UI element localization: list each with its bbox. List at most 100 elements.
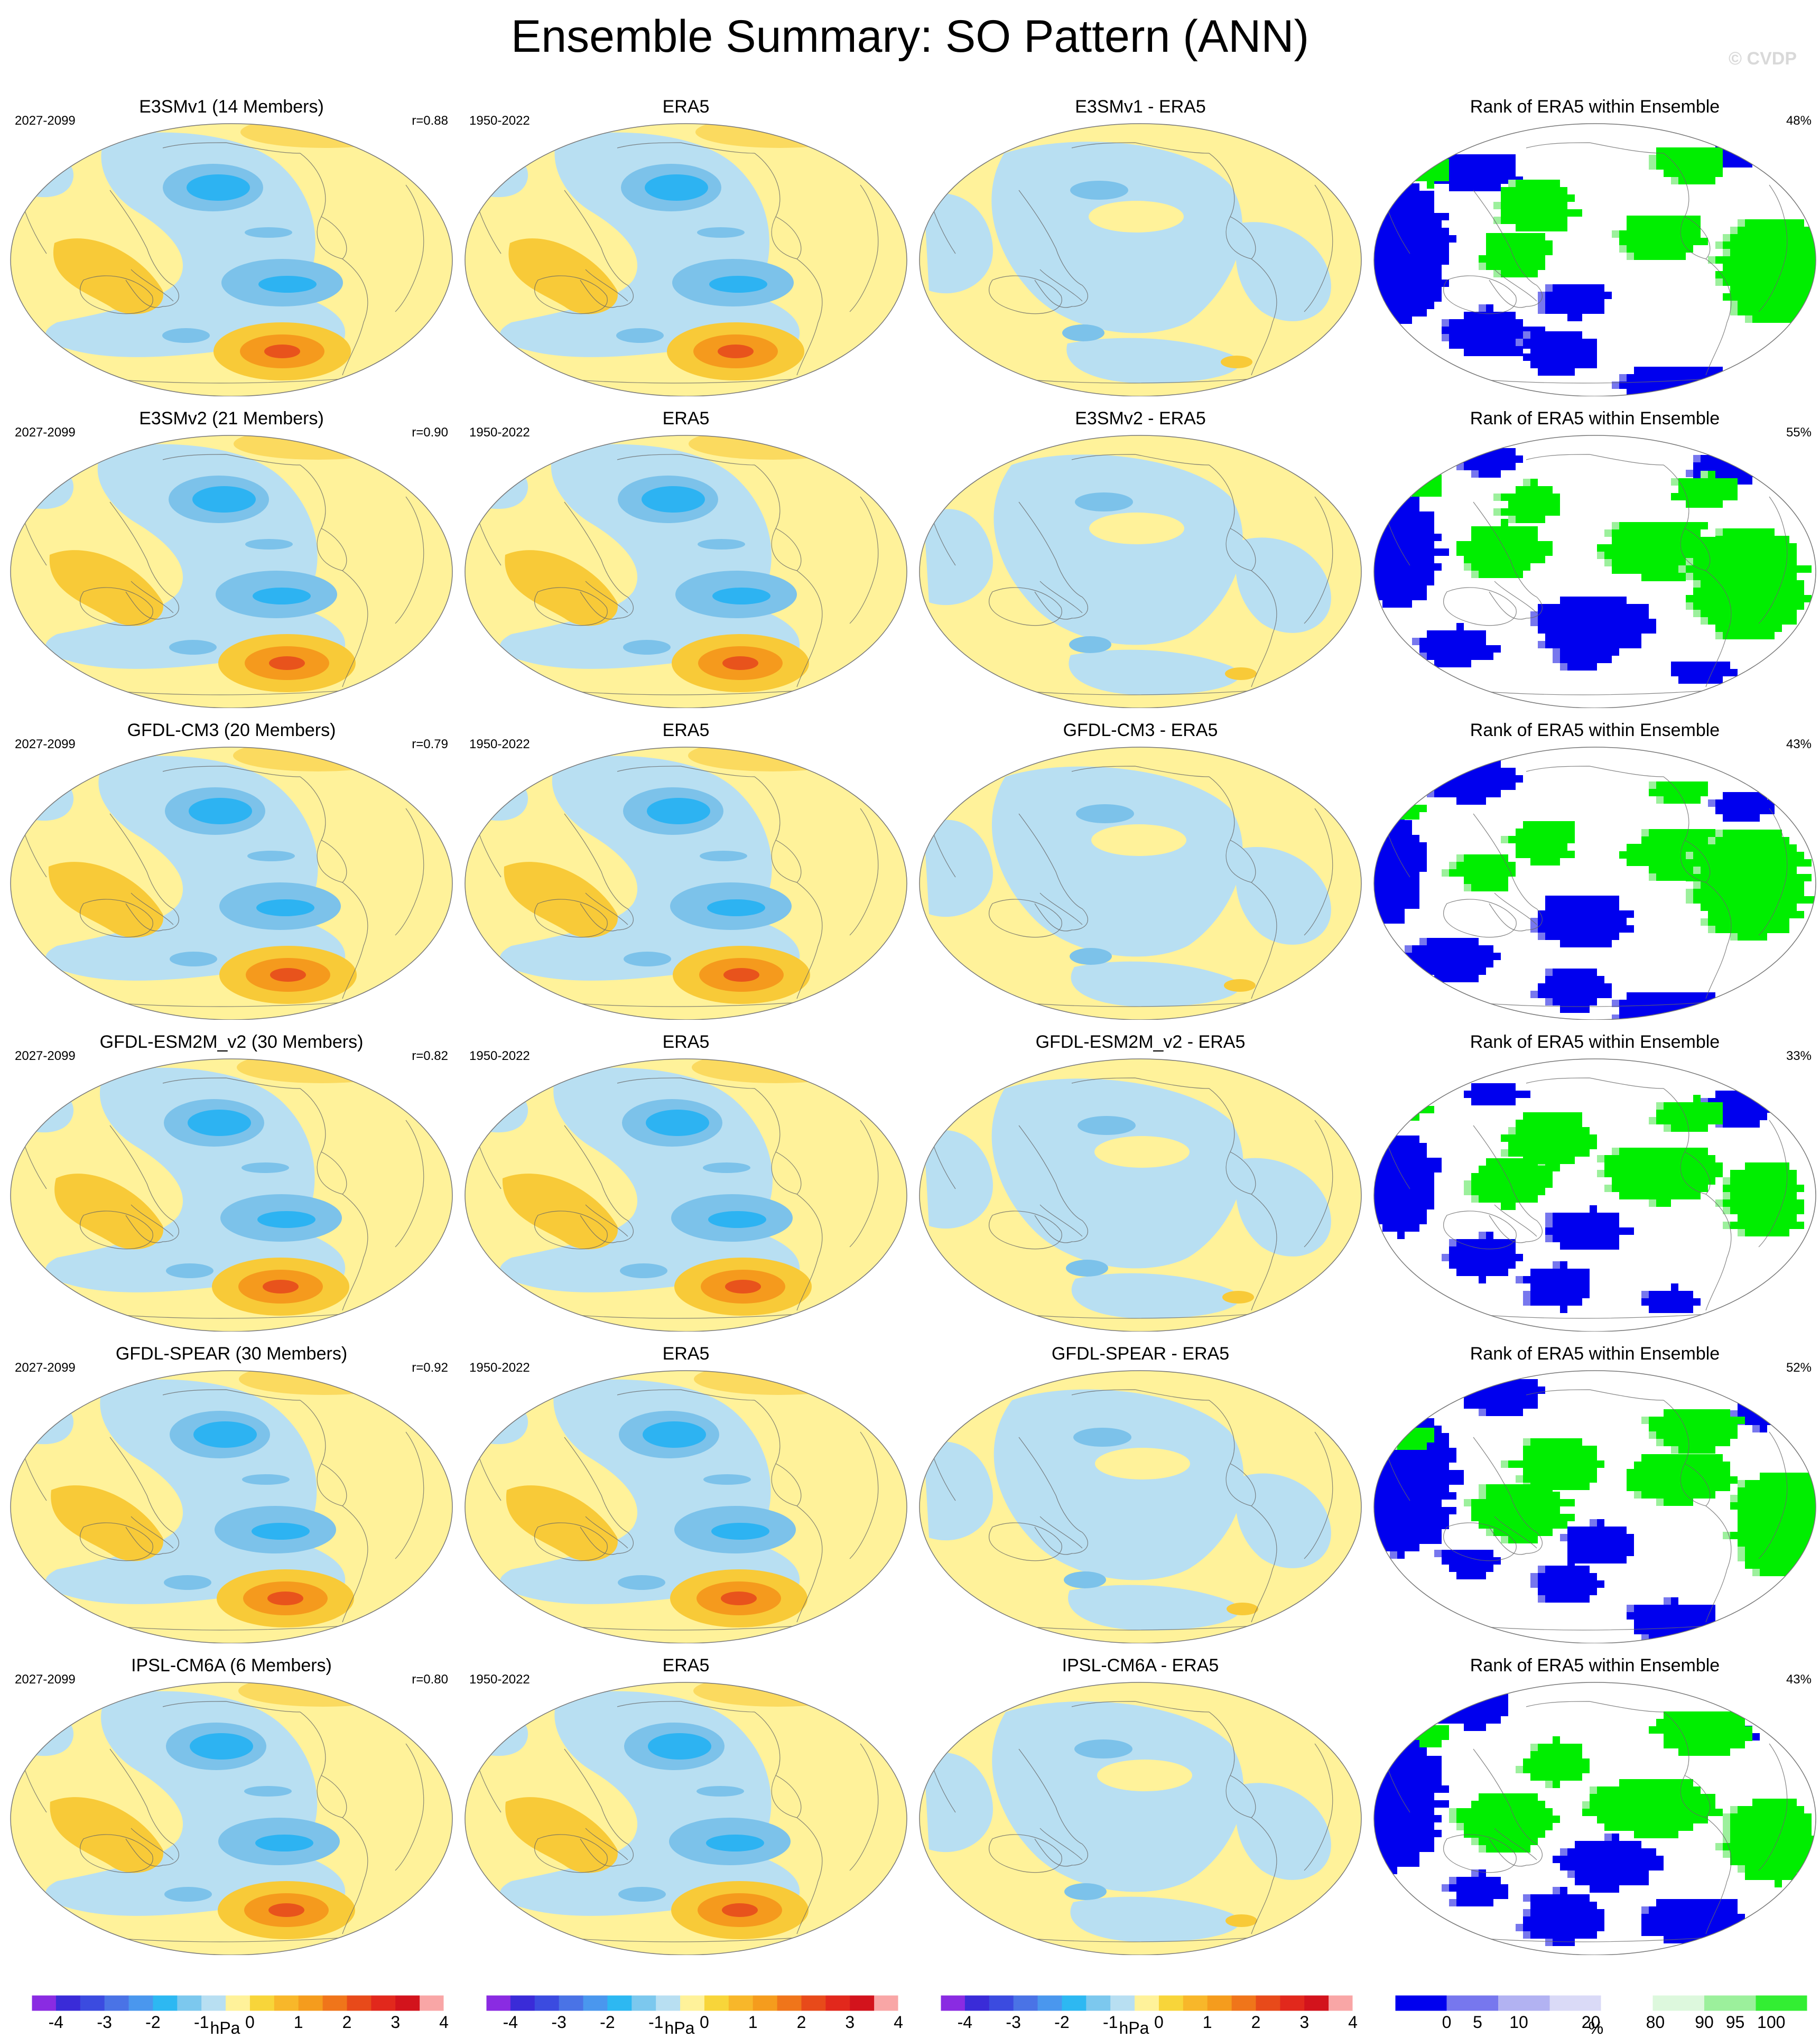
panel-title: IPSL-CM6A (6 Members)	[131, 1655, 332, 1676]
colorbar-swatch	[1110, 1995, 1135, 2011]
colorbar-swatch	[55, 1995, 81, 2011]
colorbar-swatch	[874, 1995, 899, 2011]
colorbar-swatch	[226, 1995, 250, 2011]
map-panel-obs: ERA5 1950-2022	[459, 407, 913, 713]
map-panel-obs: ERA5 1950-2022	[459, 1342, 913, 1649]
colorbar-tick-label: 10	[1509, 2013, 1528, 2032]
panel-title: GFDL-ESM2M_v2 - ERA5	[1035, 1032, 1246, 1052]
panel-title: ERA5	[662, 1344, 710, 1364]
colorbar-tick-label: 0	[700, 2013, 709, 2032]
colorbar-swatch	[201, 1995, 226, 2011]
colorbar-swatch	[128, 1995, 153, 2011]
panel-title: Rank of ERA5 within Ensemble	[1470, 720, 1720, 740]
colorbar-swatch	[680, 1995, 705, 2011]
rank-percent-label: 43%	[1786, 737, 1812, 751]
period-label: 2027-2099	[15, 1049, 76, 1063]
panel-title: E3SMv1 (14 Members)	[139, 97, 324, 117]
rank-map	[1373, 1370, 1816, 1643]
map-panel-obs: ERA5 1950-2022	[459, 1654, 913, 1960]
colorbar-swatch	[104, 1995, 129, 2011]
correlation-label: r=0.79	[412, 737, 448, 751]
map-panel-rank: Rank of ERA5 within Ensemble 33%	[1368, 1030, 1820, 1337]
panel-title: E3SMv2 (21 Members)	[139, 408, 324, 429]
colorbar-swatch	[1704, 1995, 1756, 2011]
panel-title: Rank of ERA5 within Ensemble	[1470, 1032, 1720, 1052]
colorbar-tick-label: 1	[1203, 2013, 1212, 2032]
map-panel-diff: E3SMv2 - ERA5	[913, 407, 1368, 713]
map-panel-rank: Rank of ERA5 within Ensemble 52%	[1368, 1342, 1820, 1649]
colorbar-unit-2: hPa	[664, 2018, 695, 2037]
colorbar-swatch	[728, 1995, 754, 2011]
period-label: 1950-2022	[469, 737, 530, 751]
slp-map	[10, 1682, 453, 1955]
colorbar-swatch	[1304, 1995, 1329, 2011]
slp-map	[10, 123, 453, 396]
map-panel-diff: GFDL-CM3 - ERA5	[913, 719, 1368, 1025]
colorbar-swatch	[583, 1995, 608, 2011]
colorbar-tick-label: -2	[600, 2013, 615, 2032]
slp-map	[919, 747, 1362, 1020]
colorbar-tick-label: 0	[245, 2013, 255, 2032]
colorbar-swatch	[153, 1995, 178, 2011]
panel-title: Rank of ERA5 within Ensemble	[1470, 1344, 1720, 1364]
colorbar-tick-label: -2	[145, 2013, 160, 2032]
colorbar-tick-label: 1	[294, 2013, 303, 2032]
slp-map	[465, 747, 907, 1020]
panel-title: ERA5	[662, 720, 710, 740]
correlation-label: r=0.82	[412, 1049, 448, 1063]
colorbar-hpa-2: -4 -3 -2 -1 0 1 2 3 4	[481, 1993, 904, 2035]
colorbar-tick-label: -4	[958, 2013, 972, 2032]
map-panel-model: E3SMv2 (21 Members) 2027-2099 r=0.90	[4, 407, 459, 713]
colorbar-swatch	[1756, 1995, 1808, 2011]
slp-map	[919, 1682, 1362, 1955]
colorbar-tick-label: 0	[1154, 2013, 1164, 2032]
colorbar-tick-label: 5	[1473, 2013, 1482, 2032]
colorbar-tick-label: 2	[1251, 2013, 1261, 2032]
slp-map	[10, 747, 453, 1020]
slp-map	[465, 1370, 907, 1643]
colorbar-swatch	[32, 1995, 57, 2011]
page-title: Ensemble Summary: SO Pattern (ANN)	[510, 11, 1310, 62]
period-label: 2027-2099	[15, 425, 76, 440]
colorbar-swatch	[941, 1995, 965, 2011]
colorbar-swatch	[177, 1995, 202, 2011]
map-panel-rank: Rank of ERA5 within Ensemble 48%	[1368, 95, 1820, 402]
map-panel-rank: Rank of ERA5 within Ensemble 55%	[1368, 407, 1820, 713]
correlation-label: r=0.90	[412, 425, 448, 440]
colorbar-swatch	[249, 1995, 275, 2011]
rank-map	[1373, 1682, 1816, 1955]
map-panel-rank: Rank of ERA5 within Ensemble 43%	[1368, 719, 1820, 1025]
rank-map	[1373, 435, 1816, 708]
colorbar-swatch	[632, 1995, 656, 2011]
panel-title: GFDL-SPEAR (30 Members)	[115, 1344, 348, 1364]
colorbar-swatch	[1256, 1995, 1280, 2011]
slp-map	[465, 1058, 907, 1332]
colorbar-tick-label: 3	[391, 2013, 400, 2032]
period-label: 1950-2022	[469, 1672, 530, 1687]
colorbar-tick-label: 80	[1646, 2013, 1665, 2032]
colorbar-swatch	[1231, 1995, 1256, 2011]
colorbar-swatch	[1280, 1995, 1305, 2011]
colorbar-swatch	[1601, 1995, 1654, 2012]
colorbar-tick-label: 4	[1348, 2013, 1358, 2032]
rank-percent-label: 55%	[1786, 425, 1812, 440]
slp-map	[10, 435, 453, 708]
map-panel-obs: ERA5 1950-2022	[459, 1030, 913, 1337]
colorbar-tick-label: 3	[1299, 2013, 1309, 2032]
correlation-label: r=0.88	[412, 114, 448, 128]
panel-title: E3SMv1 - ERA5	[1075, 97, 1206, 117]
colorbar-swatch	[656, 1995, 681, 2011]
map-panel-obs: ERA5 1950-2022	[459, 719, 913, 1025]
panel-title: GFDL-ESM2M_v2 (30 Members)	[99, 1032, 364, 1052]
colorbar-tick-label: 2	[342, 2013, 352, 2032]
map-panel-model: E3SMv1 (14 Members) 2027-2099 r=0.88	[4, 95, 459, 402]
colorbar-swatch	[274, 1995, 299, 2011]
map-panel-diff: E3SMv1 - ERA5	[913, 95, 1368, 402]
colorbar-tick-label: -4	[49, 2013, 63, 2032]
colorbar-swatch	[1037, 1995, 1062, 2011]
colorbar-swatch	[1446, 1995, 1499, 2011]
colorbar-swatch	[1062, 1995, 1087, 2011]
slp-map	[919, 435, 1362, 708]
panel-title: GFDL-SPEAR - ERA5	[1051, 1344, 1230, 1364]
slp-map	[10, 1370, 453, 1643]
